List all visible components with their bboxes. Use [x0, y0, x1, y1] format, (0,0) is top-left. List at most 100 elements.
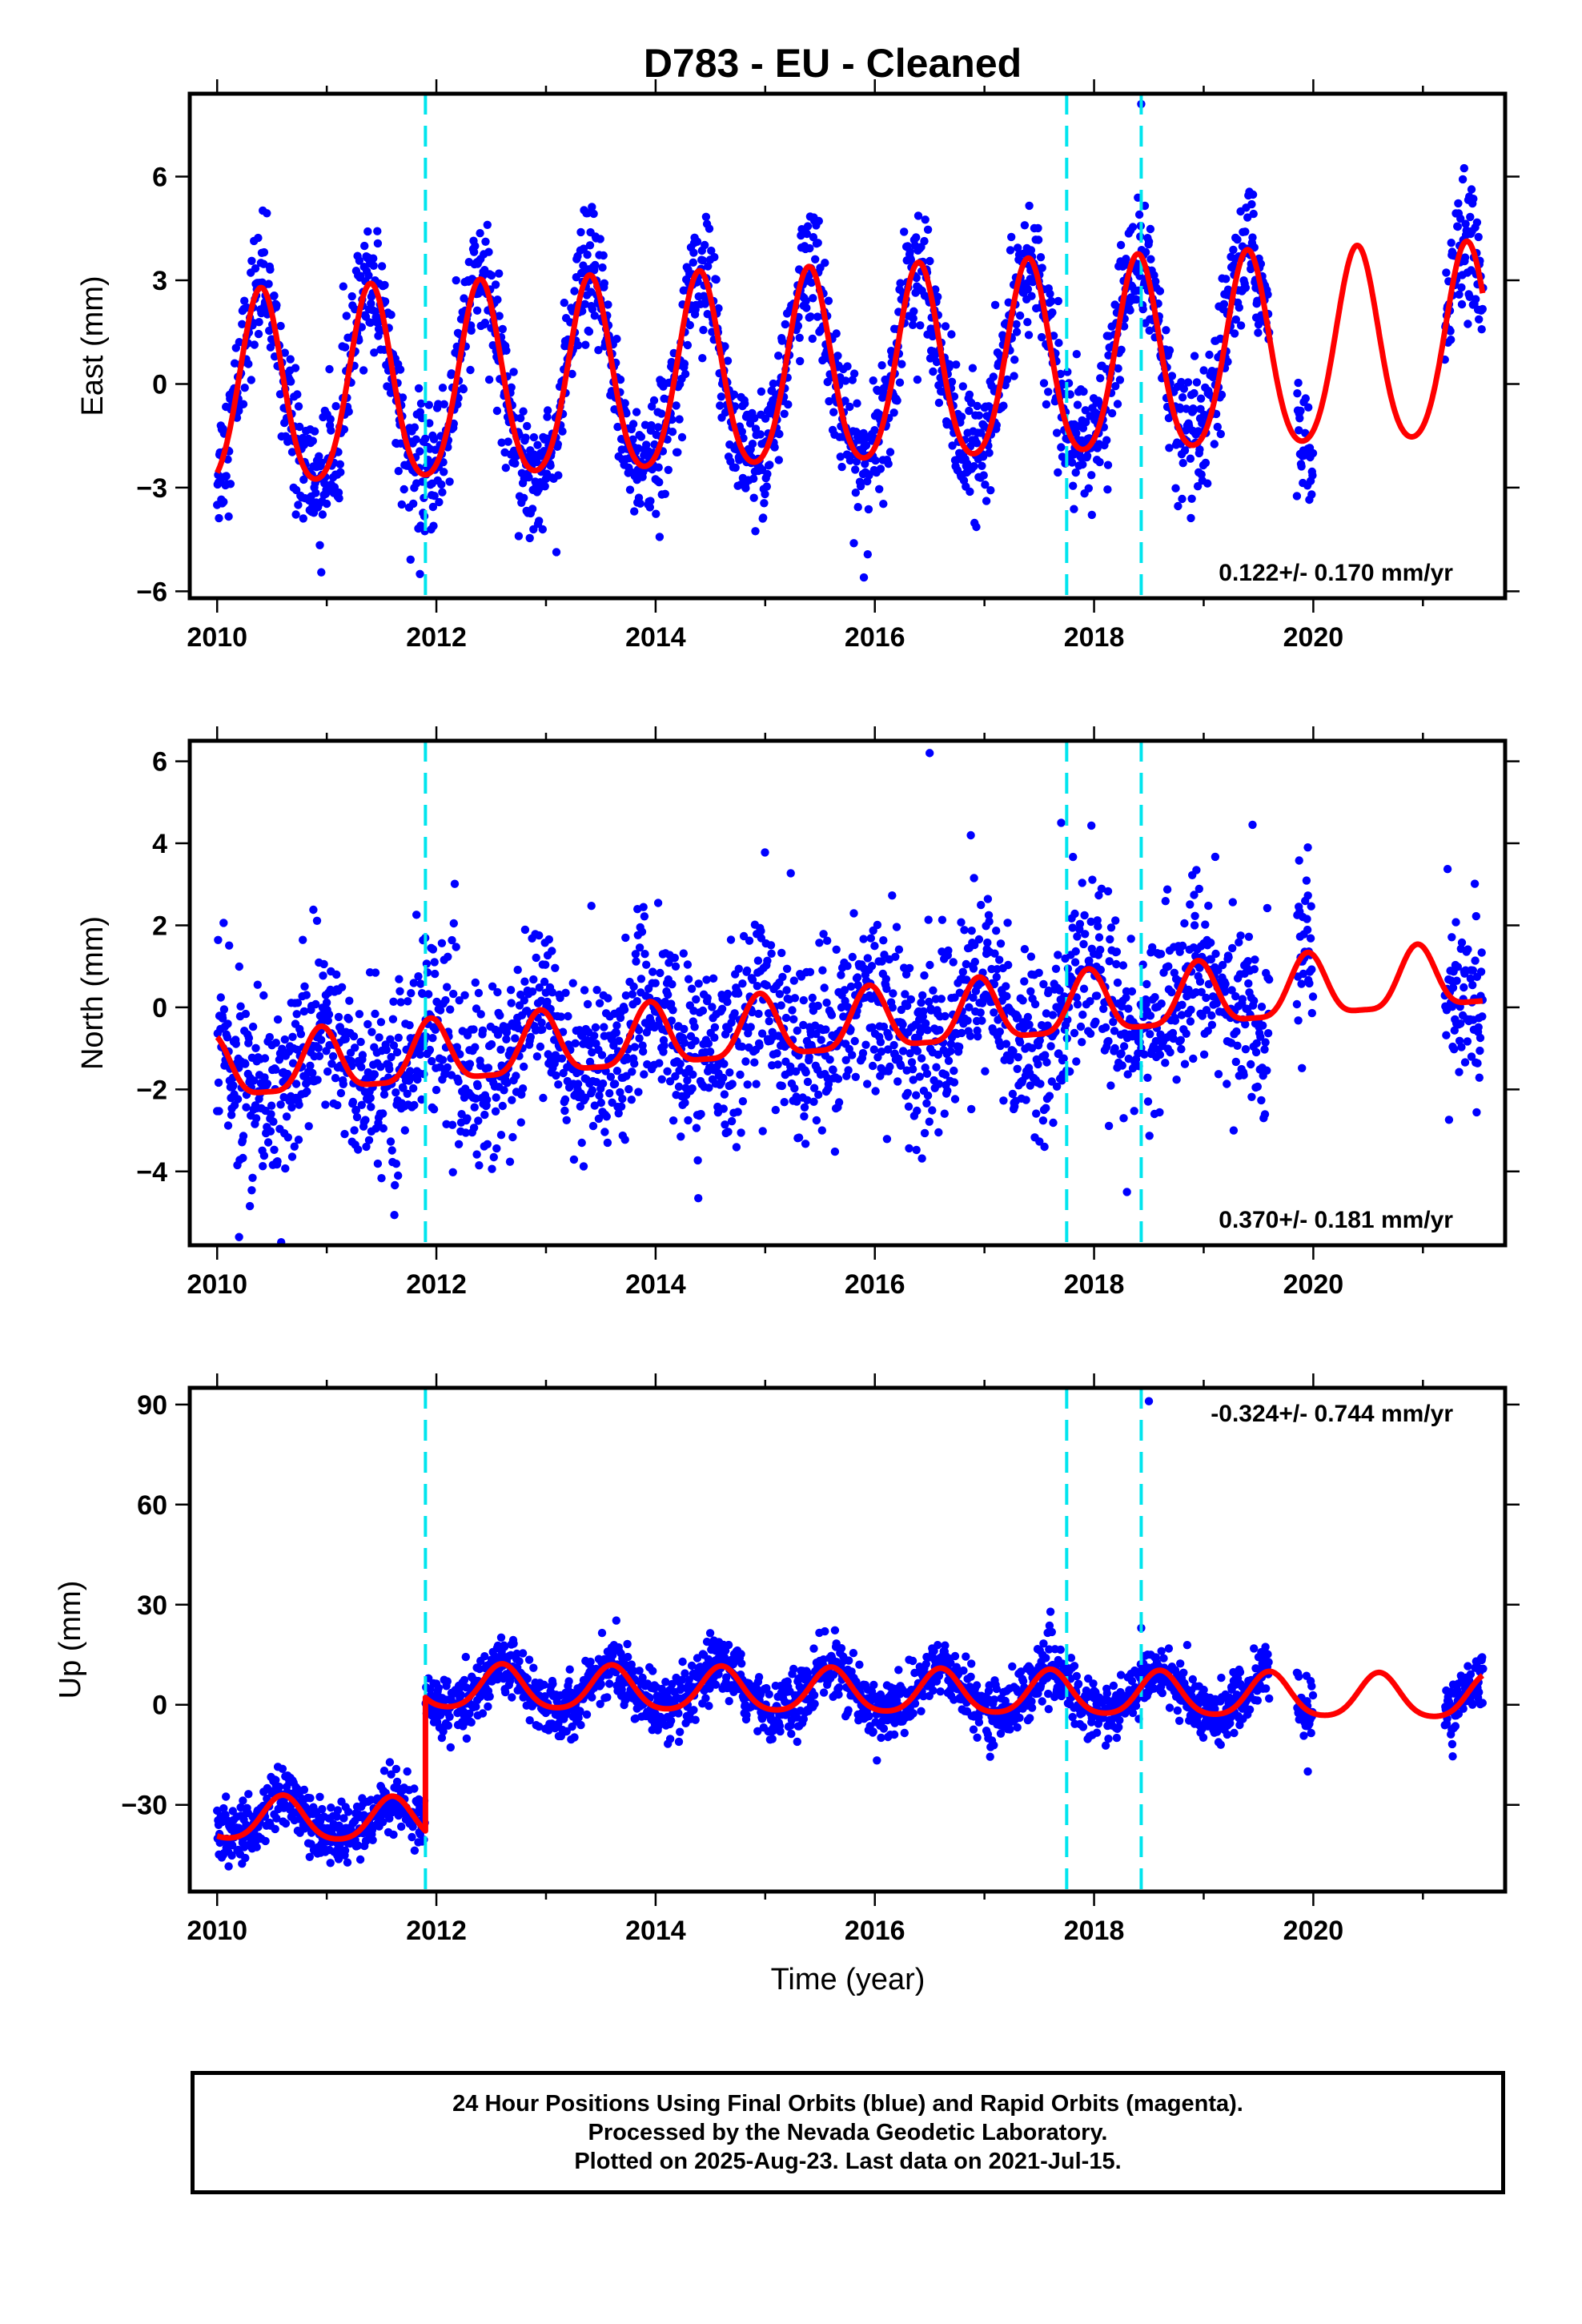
data-point	[1471, 956, 1480, 965]
data-point	[839, 1012, 848, 1021]
data-point	[416, 979, 425, 988]
data-point	[1199, 1050, 1209, 1059]
data-point	[1236, 321, 1246, 330]
data-point	[1166, 1047, 1174, 1057]
data-point	[569, 1155, 579, 1164]
data-point	[1096, 374, 1105, 383]
data-point	[368, 1835, 377, 1844]
data-point	[995, 1027, 1005, 1036]
data-point	[701, 240, 709, 250]
data-point	[471, 1043, 480, 1051]
data-point	[957, 412, 966, 421]
data-point	[924, 915, 933, 924]
data-point	[1253, 1082, 1263, 1092]
data-point	[743, 1080, 752, 1089]
data-point	[359, 366, 368, 375]
data-point	[507, 383, 516, 392]
data-point	[214, 1078, 223, 1088]
data-point	[960, 926, 969, 935]
data-point	[280, 1035, 289, 1044]
data-point	[444, 952, 452, 962]
data-point	[882, 984, 891, 994]
data-point	[627, 1096, 636, 1104]
data-point	[1119, 322, 1129, 331]
data-point	[416, 447, 424, 456]
data-point	[532, 1052, 542, 1061]
data-point	[400, 1126, 409, 1135]
data-point	[437, 480, 446, 489]
data-point	[367, 1027, 376, 1036]
data-point	[708, 1003, 717, 1011]
data-point	[790, 1084, 799, 1093]
data-point	[520, 996, 528, 1005]
data-point	[805, 243, 814, 253]
data-point	[814, 1090, 823, 1100]
data-point	[438, 1055, 448, 1064]
data-point	[642, 960, 651, 969]
data-point	[286, 355, 295, 364]
x-tick-label: 2018	[1064, 1269, 1125, 1300]
data-point	[989, 372, 998, 381]
data-point	[829, 1065, 837, 1075]
data-point	[514, 532, 524, 541]
data-point	[448, 1168, 457, 1177]
data-point	[387, 310, 396, 320]
data-point	[1070, 958, 1080, 967]
data-point	[1472, 295, 1480, 304]
data-point	[244, 1034, 254, 1043]
data-point	[645, 503, 654, 512]
data-point	[969, 993, 978, 1003]
data-point	[1303, 891, 1312, 900]
data-point	[845, 402, 854, 412]
data-point	[630, 1043, 639, 1051]
data-point	[1308, 448, 1318, 458]
data-point	[858, 1048, 868, 1058]
data-point	[465, 1059, 475, 1068]
data-point	[1203, 479, 1212, 488]
data-point	[803, 1096, 812, 1105]
data-point	[223, 1121, 233, 1130]
data-point	[817, 1035, 825, 1044]
data-point	[875, 485, 884, 493]
data-point	[723, 989, 733, 999]
data-point	[386, 1035, 395, 1044]
data-point	[318, 1804, 327, 1814]
data-point	[1067, 975, 1077, 984]
data-point	[1082, 452, 1092, 460]
data-point	[1178, 393, 1187, 402]
data-point	[1041, 1051, 1050, 1059]
data-point	[1195, 445, 1204, 454]
data-point	[410, 423, 420, 432]
data-point	[1038, 1116, 1048, 1125]
data-point	[540, 482, 549, 491]
data-point	[781, 1013, 791, 1023]
data-point	[345, 996, 354, 1005]
data-point	[636, 975, 646, 983]
data-point	[299, 475, 308, 485]
data-point	[281, 1164, 290, 1173]
data-point	[977, 900, 986, 910]
data-point	[640, 950, 649, 959]
data-point	[305, 1852, 314, 1861]
y-tick-label: 0	[152, 993, 167, 1023]
data-point	[1470, 879, 1480, 888]
data-point	[1243, 213, 1252, 222]
data-point	[965, 406, 974, 416]
data-point	[909, 1076, 917, 1084]
x-tick-label: 2020	[1283, 1269, 1344, 1300]
data-point	[380, 297, 390, 306]
data-point	[1250, 996, 1259, 1005]
data-point	[260, 1054, 270, 1063]
data-point	[710, 252, 719, 262]
data-point	[410, 1784, 419, 1793]
data-point	[440, 468, 448, 476]
data-point	[1457, 1043, 1466, 1051]
x-tick-label: 2014	[625, 1269, 686, 1300]
data-point	[503, 1079, 512, 1088]
data-point	[937, 995, 946, 1003]
data-point	[1082, 418, 1090, 427]
data-point	[765, 1017, 773, 1026]
data-point	[1222, 275, 1231, 283]
data-point	[480, 1110, 489, 1120]
data-point	[685, 320, 694, 330]
